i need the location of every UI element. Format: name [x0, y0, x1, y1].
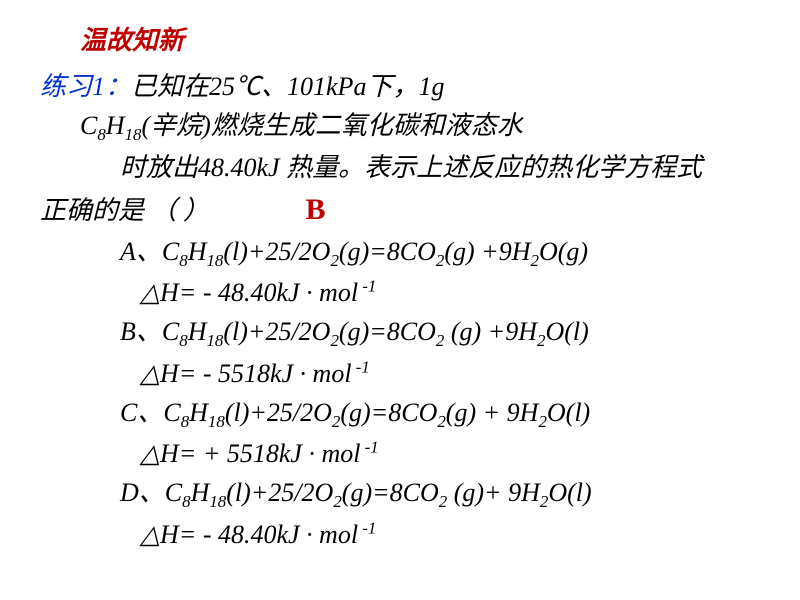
answer-letter: B	[306, 193, 326, 226]
l2-s1: 8	[97, 125, 105, 144]
l2-h: H	[106, 111, 125, 140]
option-equation: A、C8H18(l)+25/2O2(g)=8CO2(g) +9H2O(g)	[120, 232, 760, 274]
l2-c: C	[80, 111, 97, 140]
option-label: D、	[120, 478, 165, 507]
line1-text: 已知在25℃、101kPa下，1g	[131, 72, 444, 101]
option-delta-h: △H= - 5518kJ · mol -1	[140, 354, 760, 393]
option-label: C、	[120, 398, 163, 427]
header-title: 温故知新	[80, 20, 760, 57]
option-label: B、	[120, 317, 162, 346]
question-line-3: 时放出48.40kJ 热量。表示上述反应的热化学方程式	[120, 148, 760, 187]
exercise-label: 练习1：	[40, 72, 131, 101]
option-label: A、	[120, 237, 162, 266]
question-line-2: C8H18(辛烷)燃烧生成二氧化碳和液态水	[80, 106, 760, 148]
l2-s2: 18	[125, 125, 142, 144]
l2-text: (辛烷)燃烧生成二氧化碳和液态水	[141, 111, 522, 140]
options-block: A、C8H18(l)+25/2O2(g)=8CO2(g) +9H2O(g)△H=…	[40, 232, 760, 554]
question-line-4: 正确的是 （ ） B	[40, 187, 760, 232]
l4-text: 正确的是 （ ）	[40, 196, 209, 225]
option-equation: B、C8H18(l)+25/2O2(g)=8CO2 (g) +9H2O(l)	[120, 312, 760, 354]
option-delta-h: △H= - 48.40kJ · mol -1	[140, 273, 760, 312]
question-line-1: 练习1：已知在25℃、101kPa下，1g	[40, 67, 760, 106]
option-equation: C、C8H18(l)+25/2O2(g)=8CO2(g) + 9H2O(l)	[120, 393, 760, 435]
option-delta-h: △H= + 5518kJ · mol -1	[140, 434, 760, 473]
option-equation: D、C8H18(l)+25/2O2(g)=8CO2 (g)+ 9H2O(l)	[120, 473, 760, 515]
option-delta-h: △H= - 48.40kJ · mol -1	[140, 515, 760, 554]
